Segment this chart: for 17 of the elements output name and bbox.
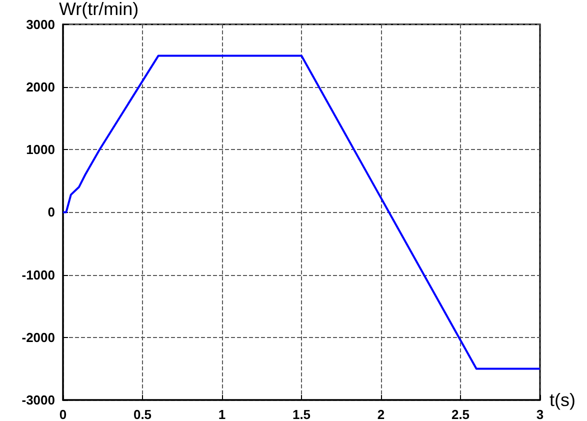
x-tick-label: 1.5 (292, 407, 311, 421)
y-tick-label: 0 (48, 204, 55, 220)
y-tick-label: 1000 (26, 142, 55, 158)
x-tick-label: 2 (377, 407, 385, 421)
x-tick-label: 2.5 (451, 407, 470, 421)
x-axis-title: t(s) (550, 390, 576, 410)
y-axis-title: Wr(tr/min) (59, 0, 139, 19)
x-tick-label: 1 (218, 407, 226, 421)
x-tick-label: 0 (59, 407, 67, 421)
y-tick-label: -2000 (22, 330, 55, 345)
y-tick-label: 2000 (26, 80, 55, 94)
x-tick-label: 0.5 (133, 407, 152, 421)
y-tick-label: -1000 (22, 267, 55, 282)
y-tick-label: 3000 (26, 16, 55, 32)
y-tick-label: -3000 (22, 392, 55, 408)
line-series (62, 54, 541, 370)
x-tick-label: 3 (536, 407, 544, 421)
